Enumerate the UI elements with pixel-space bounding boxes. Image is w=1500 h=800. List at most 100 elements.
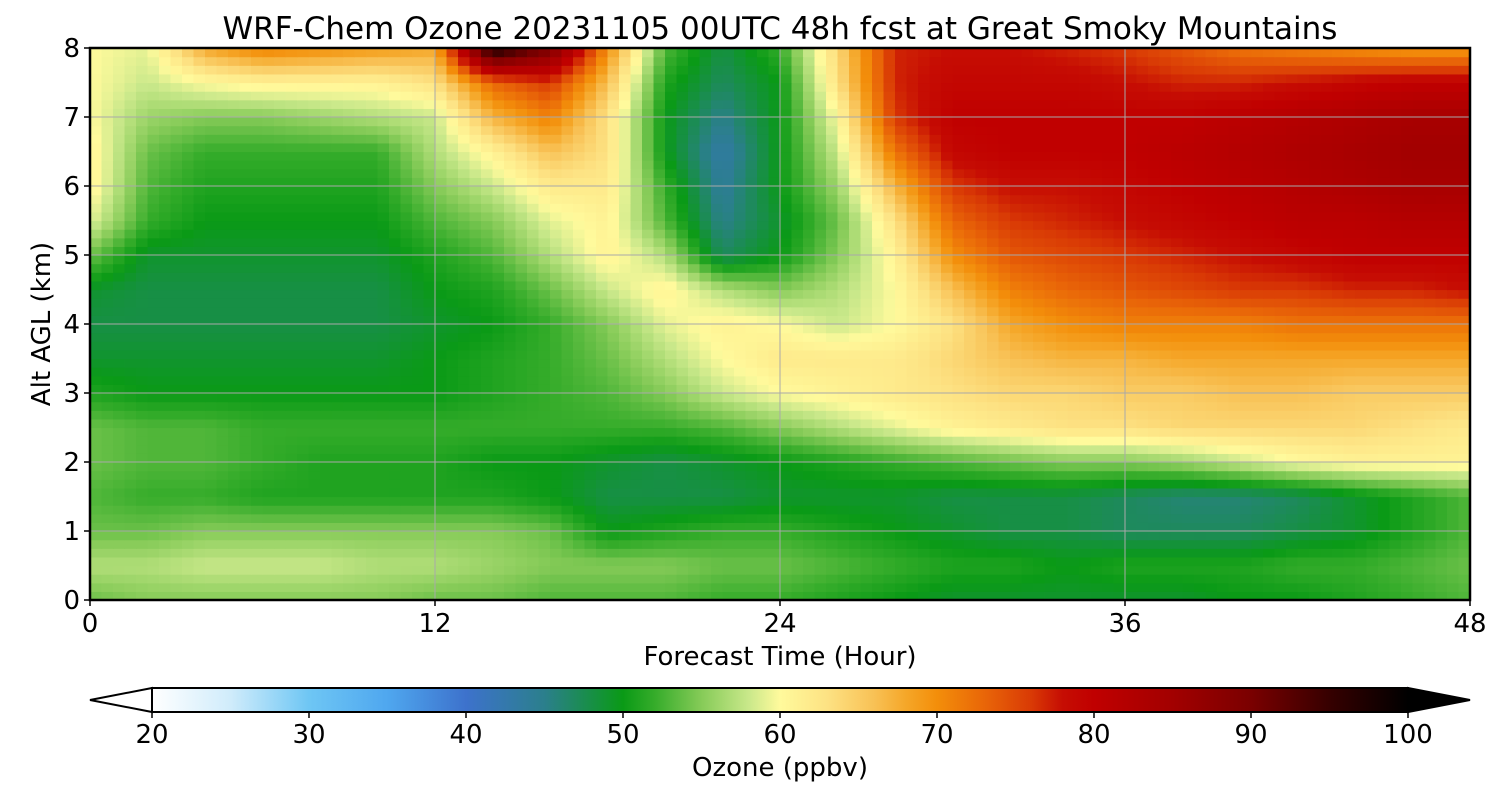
heatmap-cell	[1159, 358, 1172, 368]
heatmap-cell	[481, 306, 494, 316]
heatmap-cell	[182, 263, 195, 273]
heatmap-cell	[1424, 298, 1437, 308]
heatmap-cell	[653, 539, 666, 549]
heatmap-cell	[1389, 591, 1402, 600]
heatmap-cell	[147, 410, 160, 420]
heatmap-cell	[1389, 272, 1402, 282]
heatmap-cell	[1113, 315, 1126, 325]
heatmap-cell	[849, 539, 862, 549]
heatmap-cell	[734, 332, 747, 342]
heatmap-cell	[872, 375, 885, 385]
heatmap-cell	[768, 565, 781, 575]
heatmap-cell	[607, 324, 620, 334]
heatmap-cell	[619, 255, 632, 265]
heatmap-cell	[389, 341, 402, 351]
heatmap-cell	[469, 324, 482, 334]
heatmap-cell	[711, 263, 724, 273]
heatmap-cell	[366, 548, 379, 558]
heatmap-cell	[366, 384, 379, 394]
heatmap-cell	[1274, 444, 1287, 454]
heatmap-cell	[159, 574, 172, 584]
heatmap-cell	[262, 306, 275, 316]
heatmap-cell	[1366, 513, 1379, 523]
heatmap-cell	[90, 263, 103, 273]
heatmap-cell	[711, 393, 724, 403]
heatmap-cell	[205, 470, 218, 480]
heatmap-cell	[1205, 384, 1218, 394]
heatmap-cell	[849, 341, 862, 351]
heatmap-cell	[653, 487, 666, 498]
heatmap-cell	[1113, 556, 1126, 567]
heatmap-cell	[1378, 384, 1391, 394]
heatmap-cell	[1412, 453, 1425, 463]
heatmap-cell	[550, 341, 563, 351]
heatmap-cell	[1113, 487, 1126, 498]
heatmap-cell	[1194, 513, 1207, 523]
heatmap-cell	[688, 237, 701, 247]
heatmap-cell	[400, 479, 413, 489]
heatmap-cell	[170, 513, 183, 523]
heatmap-cell	[1228, 255, 1241, 265]
heatmap-cell	[573, 349, 586, 360]
heatmap-cell	[1389, 280, 1402, 291]
heatmap-cell	[803, 470, 816, 480]
heatmap-cell	[584, 574, 597, 584]
heatmap-cell	[814, 453, 827, 463]
heatmap-cell	[734, 401, 747, 411]
heatmap-cell	[504, 453, 517, 463]
heatmap-cell	[653, 444, 666, 454]
heatmap-cell	[504, 574, 517, 584]
heatmap-cell	[400, 436, 413, 446]
heatmap-cell	[274, 289, 287, 299]
heatmap-cell	[975, 401, 988, 411]
heatmap-cell	[596, 462, 609, 472]
heatmap-cell	[90, 410, 103, 420]
heatmap-cell	[596, 263, 609, 273]
heatmap-cell	[297, 462, 310, 472]
heatmap-cell	[1251, 410, 1264, 420]
heatmap-cell	[722, 539, 735, 549]
heatmap-cell	[147, 436, 160, 446]
heatmap-cell	[584, 246, 597, 256]
heatmap-cell	[136, 479, 149, 489]
heatmap-cell	[688, 393, 701, 403]
heatmap-cell	[159, 298, 172, 308]
heatmap-cell	[642, 470, 655, 480]
heatmap-cell	[435, 496, 448, 506]
heatmap-cell	[1309, 358, 1322, 368]
heatmap-cell	[1217, 453, 1230, 463]
heatmap-cell	[297, 556, 310, 567]
heatmap-cell	[699, 548, 712, 558]
heatmap-cell	[745, 358, 758, 368]
heatmap-cell	[1171, 280, 1184, 291]
heatmap-cell	[412, 367, 425, 377]
heatmap-cell	[159, 436, 172, 446]
heatmap-cell	[1217, 401, 1230, 411]
heatmap-cell	[1378, 479, 1391, 489]
heatmap-cell	[469, 591, 482, 600]
heatmap-cell	[113, 565, 126, 575]
heatmap-cell	[1182, 306, 1195, 316]
heatmap-cell	[1274, 298, 1287, 308]
heatmap-cell	[814, 496, 827, 506]
heatmap-cell	[101, 582, 114, 592]
heatmap-cell	[262, 470, 275, 480]
heatmap-cell	[458, 539, 471, 549]
heatmap-cell	[1102, 522, 1115, 532]
heatmap-cell	[1090, 349, 1103, 360]
heatmap-cell	[182, 539, 195, 549]
heatmap-cell	[1205, 582, 1218, 592]
heatmap-cell	[757, 246, 770, 256]
heatmap-cell	[952, 306, 965, 316]
heatmap-cell	[1412, 263, 1425, 273]
heatmap-cell	[814, 548, 827, 558]
heatmap-cell	[205, 289, 218, 299]
heatmap-cell	[607, 384, 620, 394]
heatmap-cell	[1401, 565, 1414, 575]
heatmap-cell	[308, 289, 321, 299]
heatmap-cell	[895, 505, 908, 515]
heatmap-cell	[1320, 315, 1333, 325]
heatmap-cell	[1159, 280, 1172, 291]
heatmap-cell	[642, 427, 655, 437]
heatmap-cell	[320, 298, 333, 308]
